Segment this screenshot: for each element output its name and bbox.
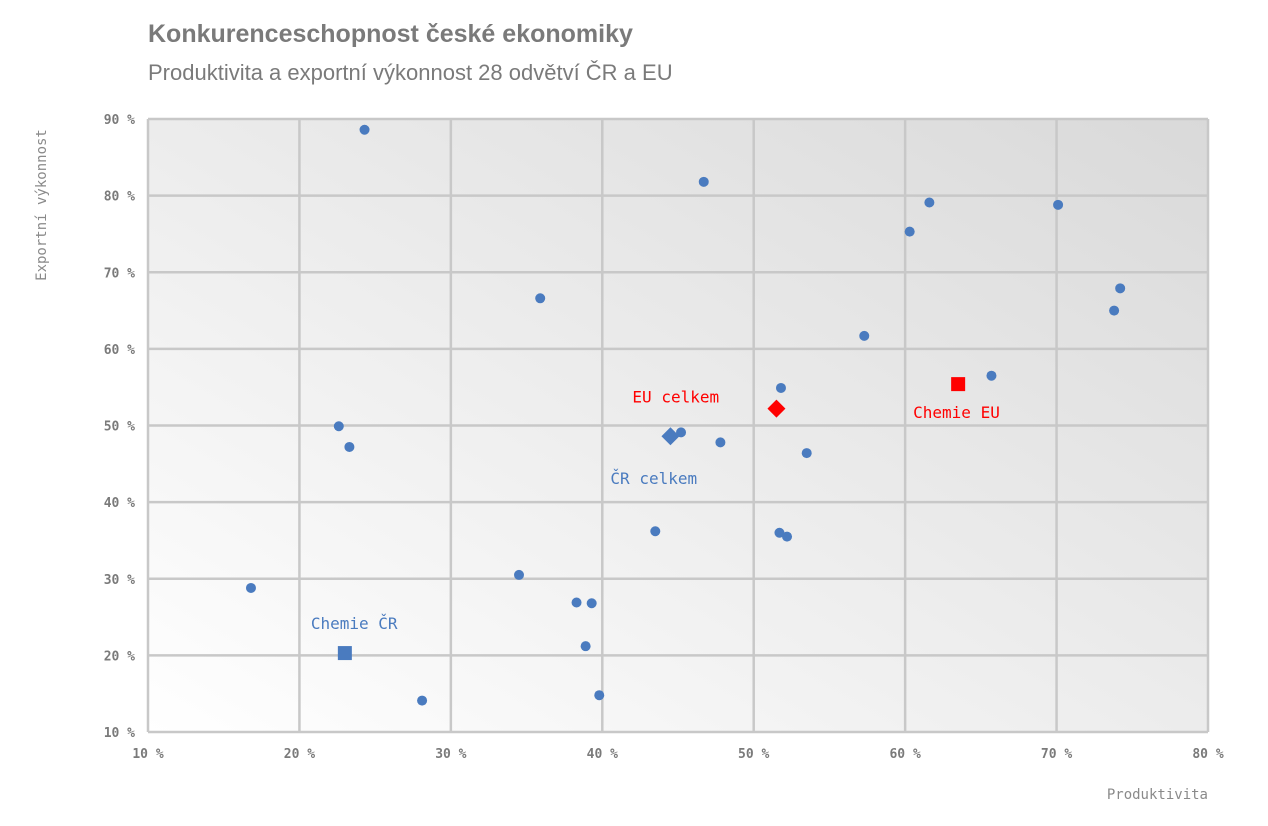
data-point [586,598,597,609]
data-point [344,441,355,452]
y-axis-label: Exportní výkonnost [34,129,50,281]
y-tick-label: 20 % [104,649,135,664]
data-point [650,526,661,537]
x-tick-label: 50 % [738,747,769,762]
highlight-marker-diamond [767,399,786,418]
x-tick-label: 20 % [284,747,315,762]
data-point [775,382,786,393]
data-point [904,226,915,237]
highlight-marker-diamond [661,427,680,446]
data-point [986,370,997,381]
highlight-label: Chemie ČR [311,614,398,633]
data-point [333,421,344,432]
highlight-label: EU celkem [632,388,719,407]
data-point [676,427,687,438]
data-point [715,437,726,448]
y-tick-label: 30 % [104,573,135,588]
y-tick-label: 50 % [104,420,135,435]
data-points [245,124,1126,706]
x-tick-label: 70 % [1041,747,1072,762]
data-point [359,124,370,135]
data-point [698,176,709,187]
data-point [774,527,785,538]
y-tick-label: 70 % [104,266,135,281]
x-tick-label: 60 % [889,747,920,762]
data-point [514,569,524,580]
chart-title: Konkurenceschopnost české ekonomiky [148,20,633,48]
y-tick-label: 80 % [104,190,135,205]
data-point [535,293,546,304]
y-tick-label: 10 % [104,726,135,741]
x-tick-label: 80 % [1192,747,1223,762]
x-tick-label: 40 % [587,747,618,762]
data-point [580,641,591,652]
data-point [1109,305,1120,316]
tick-labels: 10 % 20 % 30 % 40 % 50 % 60 % 70 % 80 % 10 % 20 %… [104,113,1224,762]
highlight-marker-square [337,646,352,661]
x-tick-label: 30 % [435,747,466,762]
highlight-marker-square [951,377,966,392]
data-point [924,197,935,208]
data-point [782,531,793,542]
data-point [571,597,582,608]
data-point [417,695,428,706]
data-point [245,582,256,593]
y-tick-label: 40 % [104,496,135,511]
data-point [1053,199,1064,210]
y-tick-label: 60 % [104,343,135,358]
data-point [801,448,812,459]
data-point [594,690,605,701]
highlight-points: ČR celkem EU celkem Chemie ČR Chemie EU [311,377,1000,661]
y-tick-label: 90 % [104,113,135,128]
grid-lines [146,117,1210,734]
data-point [1115,283,1126,294]
highlight-label: Chemie EU [913,403,1000,422]
data-point [859,330,870,341]
x-tick-label: 10 % [132,747,163,762]
x-axis-label: Produktivita [1107,787,1208,803]
highlight-label: ČR celkem [610,469,697,488]
chart-subtitle: Produktivita a exportní výkonnost 28 odv… [148,60,673,85]
